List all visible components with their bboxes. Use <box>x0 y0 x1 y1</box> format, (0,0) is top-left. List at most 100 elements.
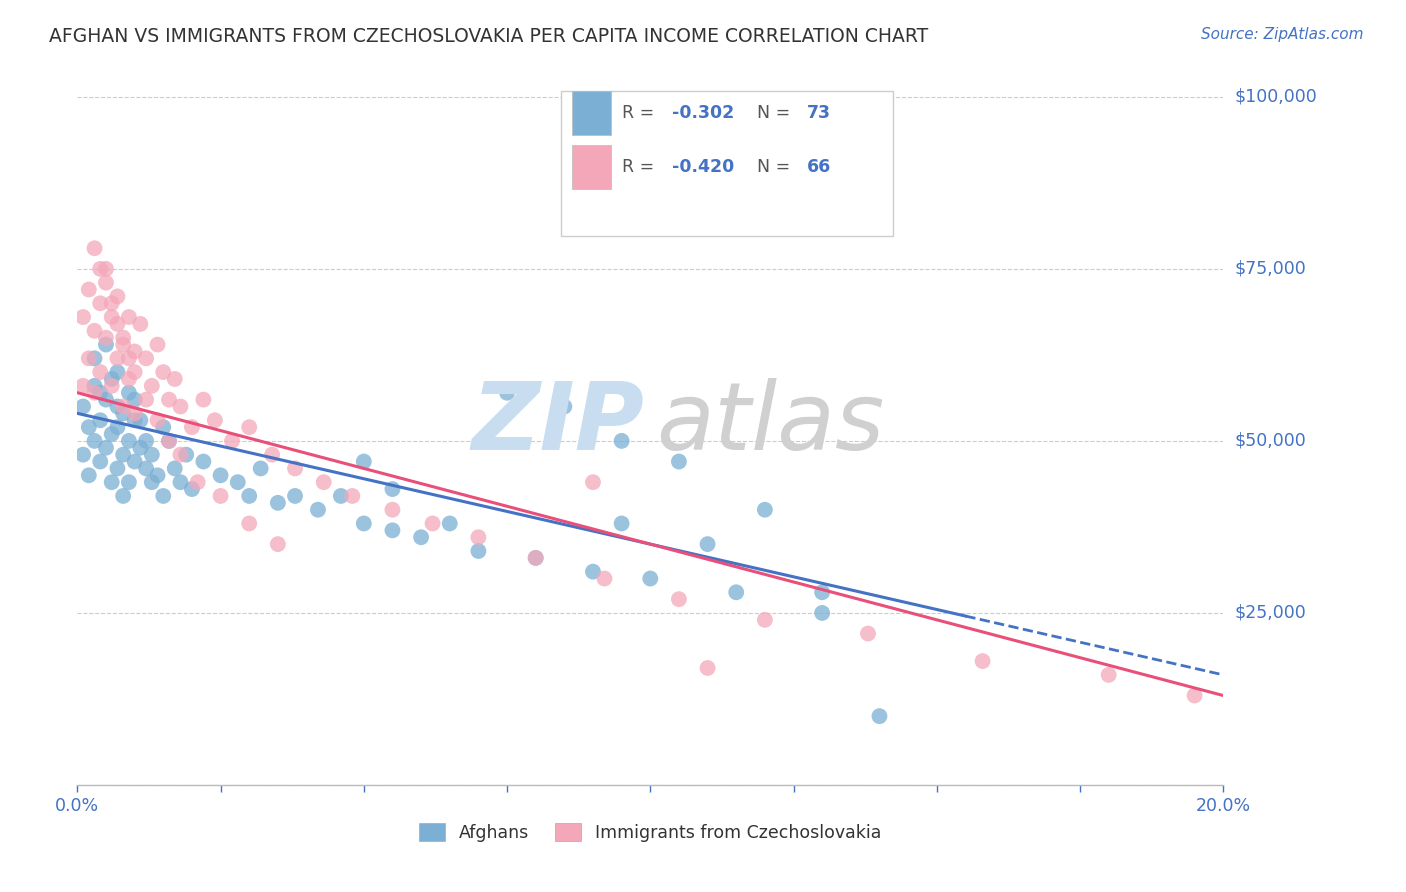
Point <box>89 296 111 310</box>
Point <box>89 413 111 427</box>
FancyBboxPatch shape <box>561 91 893 235</box>
Point <box>94 441 117 455</box>
Point <box>467 544 489 558</box>
Point <box>112 448 135 462</box>
Point <box>411 530 433 544</box>
Point <box>422 516 444 531</box>
Point <box>77 420 100 434</box>
Point <box>77 468 100 483</box>
Point <box>89 454 111 468</box>
Point <box>582 475 605 490</box>
Point <box>152 489 174 503</box>
Point <box>89 261 111 276</box>
Text: atlas: atlas <box>657 378 884 469</box>
Point <box>226 475 249 490</box>
Point <box>312 475 335 490</box>
Point <box>169 475 191 490</box>
Point <box>856 626 879 640</box>
Point <box>100 372 122 386</box>
Point <box>83 241 105 255</box>
Text: N =: N = <box>756 158 796 177</box>
Point <box>174 448 197 462</box>
Point <box>118 475 141 490</box>
Point <box>610 516 633 531</box>
Point <box>381 482 404 496</box>
Text: ZIP: ZIP <box>471 377 644 470</box>
Text: AFGHAN VS IMMIGRANTS FROM CZECHOSLOVAKIA PER CAPITA INCOME CORRELATION CHART: AFGHAN VS IMMIGRANTS FROM CZECHOSLOVAKIA… <box>49 27 928 45</box>
Point <box>107 420 129 434</box>
Point <box>94 331 117 345</box>
Point <box>89 385 111 400</box>
Point <box>118 385 141 400</box>
Point <box>107 400 129 414</box>
Point <box>146 337 169 351</box>
FancyBboxPatch shape <box>572 91 612 135</box>
Point <box>262 448 284 462</box>
Point <box>129 413 152 427</box>
Point <box>83 351 105 366</box>
Text: N =: N = <box>756 104 796 122</box>
Point <box>157 434 180 448</box>
Point <box>152 420 174 434</box>
Point <box>107 365 129 379</box>
Point <box>553 400 575 414</box>
Point <box>238 420 260 434</box>
Point <box>118 372 141 386</box>
Point <box>157 434 180 448</box>
Point <box>135 434 157 448</box>
Point <box>238 516 260 531</box>
Point <box>77 283 100 297</box>
Point <box>124 413 146 427</box>
Point <box>135 392 157 407</box>
Point <box>112 489 135 503</box>
Point <box>696 537 718 551</box>
Text: $25,000: $25,000 <box>1234 604 1306 622</box>
Point <box>696 661 718 675</box>
Point <box>249 461 271 475</box>
Point <box>524 550 547 565</box>
Point <box>118 310 141 324</box>
Point <box>209 489 232 503</box>
Text: R =: R = <box>621 158 659 177</box>
Point <box>180 482 204 496</box>
Point <box>972 654 994 668</box>
Point <box>129 317 152 331</box>
Point <box>124 344 146 359</box>
Point <box>124 392 146 407</box>
Point <box>124 365 146 379</box>
Point <box>83 379 105 393</box>
Point <box>754 502 776 516</box>
Point <box>135 461 157 475</box>
Text: $50,000: $50,000 <box>1234 432 1306 450</box>
Point <box>83 434 105 448</box>
Point <box>467 530 489 544</box>
Point <box>141 448 163 462</box>
Point <box>524 550 547 565</box>
Point <box>668 592 690 607</box>
Point <box>72 379 94 393</box>
Point <box>209 468 232 483</box>
Point <box>118 434 141 448</box>
Point <box>94 261 117 276</box>
Point <box>610 434 633 448</box>
Point <box>267 537 290 551</box>
Point <box>94 392 117 407</box>
Point <box>869 709 891 723</box>
Text: R =: R = <box>621 104 659 122</box>
Point <box>238 489 260 503</box>
Point <box>169 400 191 414</box>
Point <box>180 420 204 434</box>
Text: Source: ZipAtlas.com: Source: ZipAtlas.com <box>1201 27 1364 42</box>
Point <box>107 351 129 366</box>
Point <box>725 585 748 599</box>
Point <box>100 379 122 393</box>
Point <box>381 524 404 538</box>
Point <box>152 365 174 379</box>
Point <box>221 434 243 448</box>
Point <box>77 351 100 366</box>
Point <box>169 448 191 462</box>
Point <box>94 276 117 290</box>
Point <box>118 351 141 366</box>
Point <box>129 441 152 455</box>
Point <box>353 454 375 468</box>
